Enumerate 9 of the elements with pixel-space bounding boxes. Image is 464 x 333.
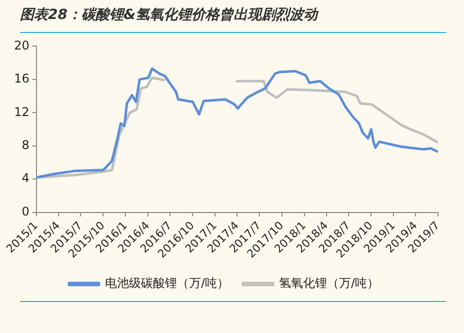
y-tick-label: 12 [14, 104, 30, 119]
y-tick-label: 8 [22, 138, 30, 152]
legend-label: 电池级碳酸锂（万/吨） [104, 276, 230, 290]
y-tick-label: 4 [22, 171, 30, 186]
chart-title: 图表28：碳酸锂&氢氧化锂价格曾出现剧烈波动 [20, 6, 318, 24]
y-tick-label: 16 [14, 72, 30, 86]
y-tick-label: 0 [22, 204, 30, 218]
legend-label: 氢氧化锂（万/吨） [279, 276, 380, 290]
y-tick-label: 20 [14, 38, 30, 52]
